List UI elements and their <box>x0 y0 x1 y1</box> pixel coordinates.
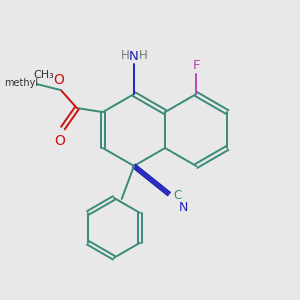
Text: N: N <box>129 50 139 63</box>
Text: CH₃: CH₃ <box>33 70 54 80</box>
Text: N: N <box>179 201 188 214</box>
Text: H: H <box>121 49 129 62</box>
Text: O: O <box>55 134 65 148</box>
Text: F: F <box>192 59 200 72</box>
Text: H: H <box>139 49 147 62</box>
Text: C: C <box>173 189 181 203</box>
Text: methyl: methyl <box>4 78 38 88</box>
Text: O: O <box>53 73 64 87</box>
